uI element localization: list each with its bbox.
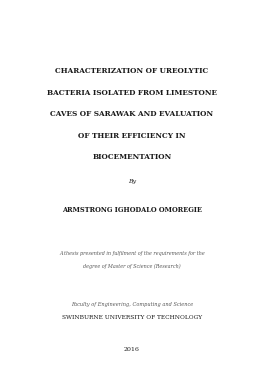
- Text: A thesis presented in fulfilment of the requirements for the: A thesis presented in fulfilment of the …: [59, 251, 205, 256]
- Text: CHARACTERIZATION OF UREOLYTIC: CHARACTERIZATION OF UREOLYTIC: [55, 67, 209, 75]
- Text: SWINBURNE UNIVERSITY OF TECHNOLOGY: SWINBURNE UNIVERSITY OF TECHNOLOGY: [62, 315, 202, 320]
- Text: OF THEIR EFFICIENCY IN: OF THEIR EFFICIENCY IN: [78, 132, 186, 140]
- Text: CAVES OF SARAWAK AND EVALUATION: CAVES OF SARAWAK AND EVALUATION: [50, 110, 214, 118]
- Text: BACTERIA ISOLATED FROM LIMESTONE: BACTERIA ISOLATED FROM LIMESTONE: [47, 88, 217, 97]
- Text: BIOCEMENTATION: BIOCEMENTATION: [92, 153, 172, 162]
- Text: Faculty of Engineering, Computing and Science: Faculty of Engineering, Computing and Sc…: [71, 302, 193, 307]
- Text: 2016: 2016: [124, 347, 140, 352]
- Text: degree of Master of Science (Research): degree of Master of Science (Research): [83, 263, 181, 269]
- Text: By: By: [128, 179, 136, 184]
- Text: ARMSTRONG IGHODALO OMOREGIE: ARMSTRONG IGHODALO OMOREGIE: [62, 206, 202, 214]
